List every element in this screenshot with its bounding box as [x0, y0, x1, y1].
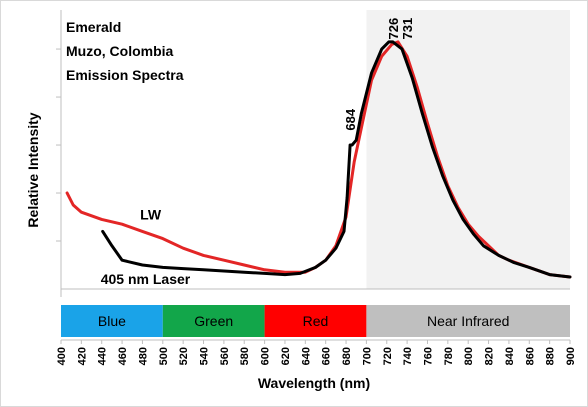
peak-label-0: 684	[343, 108, 358, 130]
band-label-2: Red	[303, 313, 329, 329]
title-line-3: Emission Spectra	[66, 67, 184, 83]
series-label-0: LW	[140, 206, 162, 222]
x-tick-label-20: 800	[463, 347, 475, 365]
band-0	[61, 305, 163, 337]
x-tick-label-10: 600	[260, 347, 272, 365]
x-tick-label-0: 400	[56, 347, 68, 365]
band-label-0: Blue	[98, 313, 126, 329]
series-label-1: 405 nm Laser	[101, 271, 191, 287]
x-tick-label-12: 640	[300, 347, 312, 365]
x-tick-label-19: 780	[443, 347, 455, 365]
x-tick-label-22: 840	[504, 347, 516, 365]
x-tick-label-5: 500	[158, 347, 170, 365]
peak-label-2: 731	[400, 18, 415, 40]
x-tick-label-8: 560	[219, 347, 231, 365]
x-tick-label-4: 480	[137, 347, 149, 365]
x-tick-label-14: 680	[341, 347, 353, 365]
x-tick-label-24: 880	[545, 347, 557, 365]
x-tick-label-15: 700	[361, 347, 373, 365]
x-tick-label-13: 660	[321, 347, 333, 365]
band-3	[366, 305, 570, 337]
x-tick-label-11: 620	[280, 347, 292, 365]
band-2	[264, 305, 367, 337]
x-tick-label-3: 460	[117, 347, 129, 365]
x-tick-label-25: 900	[565, 347, 577, 365]
x-tick-label-6: 520	[178, 347, 190, 365]
series-line-0	[65, 40, 572, 279]
band-1	[162, 305, 265, 337]
x-tick-label-16: 720	[382, 347, 394, 365]
series-line-1	[101, 40, 572, 279]
peak-label-1: 726	[386, 18, 401, 40]
x-tick-label-2: 440	[97, 347, 109, 365]
x-tick-label-17: 740	[402, 347, 414, 365]
x-tick-label-21: 820	[484, 347, 496, 365]
band-label-1: Green	[194, 313, 233, 329]
x-tick-label-7: 540	[199, 347, 211, 365]
x-axis-label: Wavelength (nm)	[258, 375, 370, 391]
x-tick-label-23: 860	[524, 347, 536, 365]
x-tick-label-1: 420	[76, 347, 88, 365]
x-tick-label-9: 580	[239, 347, 251, 365]
x-tick-label-18: 760	[423, 347, 435, 365]
y-axis-label: Relative Intensity	[25, 112, 41, 227]
title-line-1: Emerald	[66, 19, 121, 35]
band-label-3: Near Infrared	[427, 313, 509, 329]
title-line-2: Muzo, Colombia	[66, 43, 174, 59]
near-infrared-shading	[366, 10, 570, 289]
